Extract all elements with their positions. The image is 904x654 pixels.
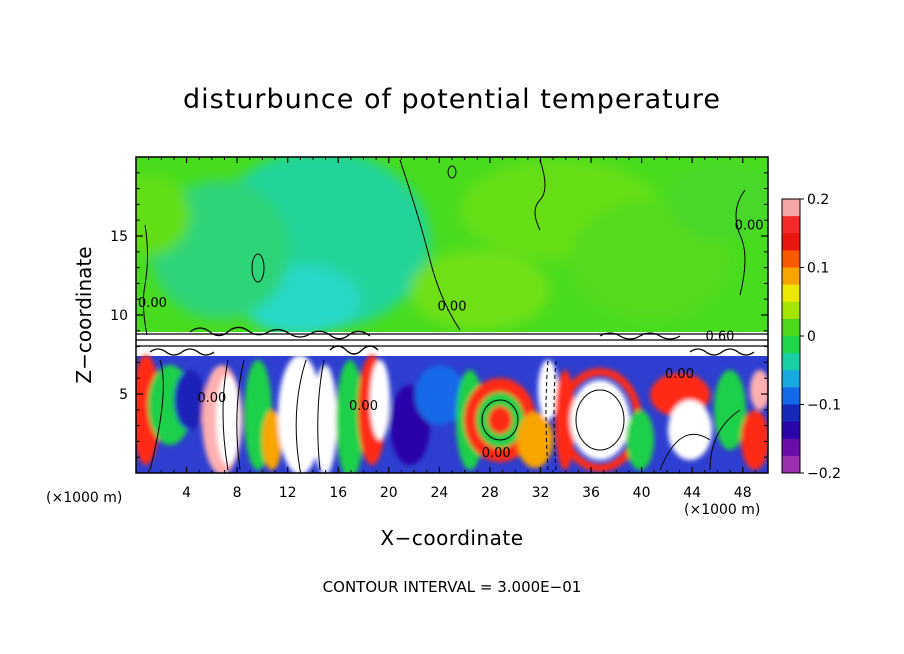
contour-label: 0.00 <box>197 391 226 406</box>
colorbar-swatch <box>782 233 800 251</box>
x-tick-label: 20 <box>380 485 398 501</box>
y-axis: 5 10 15 <box>110 172 768 458</box>
x-tick-label: 16 <box>329 485 347 501</box>
colorbar-swatch <box>782 267 800 286</box>
x-tick-label: 24 <box>430 485 448 501</box>
colorbar-swatch <box>782 438 800 457</box>
chart-title: disturbunce of potential temperature <box>183 84 721 115</box>
x-axis-label: X−coordinate <box>380 526 524 550</box>
y-tick-label: 15 <box>110 229 128 245</box>
interface-band <box>136 332 768 356</box>
interface-contours <box>136 326 768 356</box>
colorbar-swatch <box>782 301 800 320</box>
x-unit-note-left: (×1000 m) <box>46 490 123 506</box>
colorbar-swatch <box>782 404 800 423</box>
colorbar-tick-label: 0.2 <box>807 192 829 208</box>
colorbar-swatch <box>782 318 800 337</box>
colorbar-swatch <box>782 250 800 268</box>
contour-label: 0.00 <box>482 446 511 461</box>
x-tick-label: 40 <box>633 485 651 501</box>
y-axis-label: Z−coordinate <box>72 246 96 384</box>
x-tick-label: 36 <box>582 485 600 501</box>
colorbar-tick-label: −0.2 <box>807 466 841 482</box>
contour-label: 0.00 <box>735 219 764 234</box>
colorbar-swatch <box>782 353 800 371</box>
colorbar-tick-label: 0 <box>807 329 816 345</box>
lower-layer-blobs <box>136 355 768 473</box>
upper-contours <box>142 159 746 336</box>
colorbar-swatch <box>782 421 800 440</box>
contour-label: 0.60 <box>705 329 734 344</box>
x-tick-label: 4 <box>182 485 191 501</box>
y-tick-label: 5 <box>119 387 128 403</box>
colorbar-swatch <box>782 199 800 217</box>
contour-label: 0.00 <box>438 299 467 314</box>
x-tick-label: 8 <box>233 485 242 501</box>
heatmap-field: 0.00 0.00 0.00 0.60 0.00 0.00 0.00 0.00 <box>136 157 768 473</box>
contour-labels: 0.00 0.00 0.00 0.60 0.00 0.00 0.00 0.00 <box>138 219 764 462</box>
colorbar-swatch <box>782 216 800 234</box>
colorbar-swatch <box>782 387 800 405</box>
contour-label: 0.00 <box>349 399 378 414</box>
colorbar-swatch <box>782 370 800 388</box>
x-tick-label: 44 <box>683 485 701 501</box>
colorbar-swatch <box>782 336 800 354</box>
x-tick-label: 48 <box>734 485 752 501</box>
y-tick-label: 10 <box>110 308 128 324</box>
contour-interval-note: CONTOUR INTERVAL = 3.000E−01 <box>322 578 582 596</box>
x-tick-label: 28 <box>481 485 499 501</box>
x-axis: 4 8 12 16 20 24 28 32 36 40 44 48 <box>148 157 756 501</box>
lower-contours <box>149 359 741 471</box>
upper-layer-texture <box>136 157 768 335</box>
colorbar-tick-label: −0.1 <box>807 398 841 414</box>
contour-label: 0.00 <box>665 367 694 382</box>
x-tick-label: 32 <box>532 485 550 501</box>
contour-label: 0.00 <box>138 296 167 311</box>
colorbar-swatch <box>782 284 800 303</box>
colorbar-tick-label: 0.1 <box>807 261 829 277</box>
colorbar-swatch <box>782 455 800 474</box>
x-unit-note-right: (×1000 m) <box>684 502 761 518</box>
x-tick-label: 12 <box>279 485 297 501</box>
colorbar: 0.2 0.1 0 −0.1 −0.2 <box>781 192 841 482</box>
